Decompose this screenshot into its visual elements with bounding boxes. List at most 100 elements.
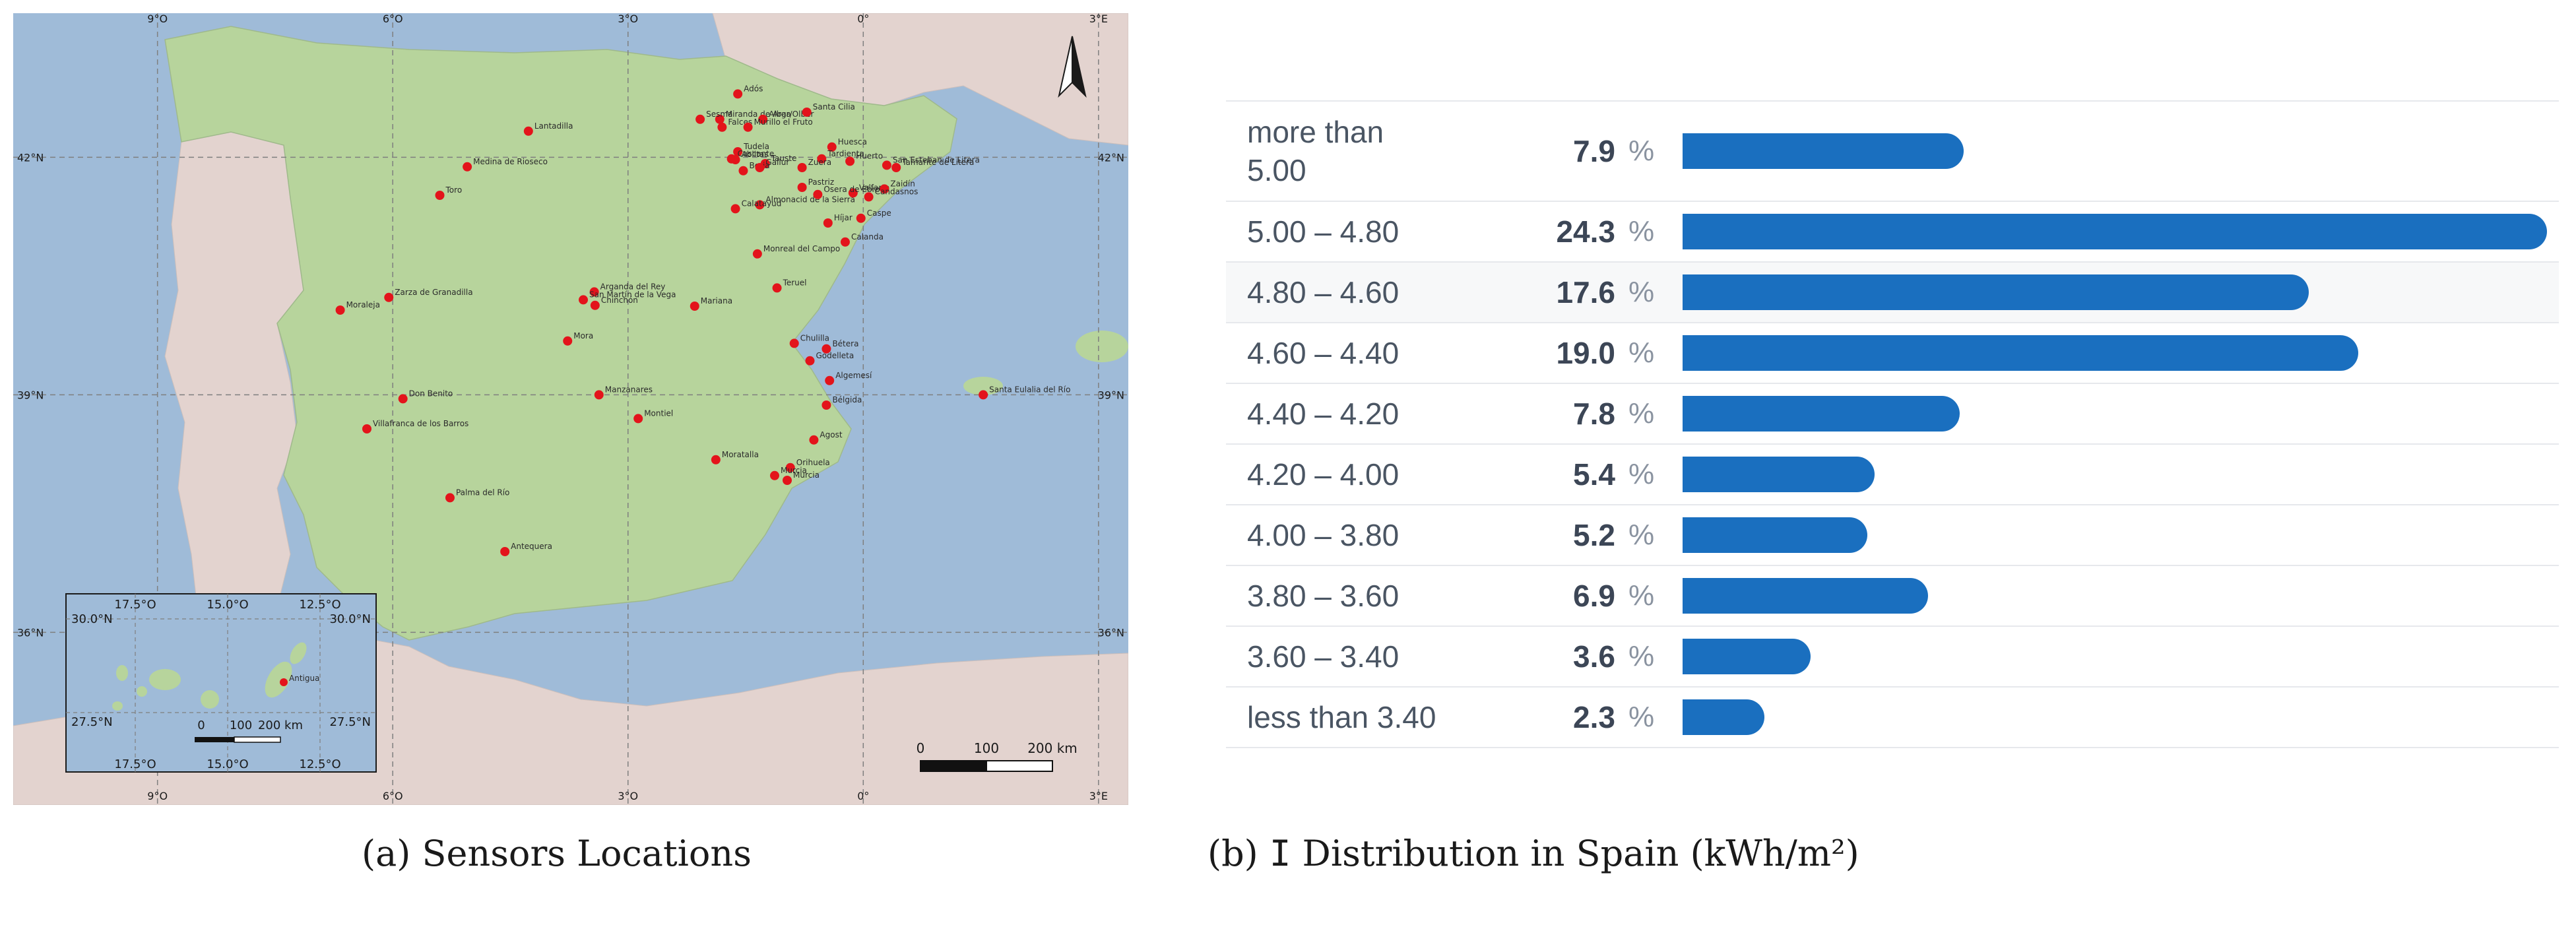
percent-sign: % bbox=[1628, 135, 1655, 167]
sensor-label: Villafranca de los Barros bbox=[373, 419, 468, 428]
sensor-label: Almonacid de la Sierra bbox=[765, 195, 855, 204]
lat-tick-label: 36°N bbox=[17, 626, 44, 639]
sensor-label: Huerto bbox=[856, 151, 883, 160]
sensor-label: Calatayud bbox=[742, 199, 782, 208]
sensor-point bbox=[891, 163, 901, 172]
sensor-label: Godelleta bbox=[816, 351, 854, 360]
sensor-point bbox=[711, 455, 721, 464]
sensor-label: Huesca bbox=[838, 137, 867, 146]
scale-label-0: 0 bbox=[917, 740, 925, 756]
percent-sign: % bbox=[1628, 397, 1655, 430]
sensor-point bbox=[717, 122, 727, 132]
scale-label-200km: 200 km bbox=[1027, 740, 1078, 756]
inset-lon-tick-17-5-top: 17.5°O bbox=[114, 598, 156, 612]
sensor-label: San Martín de la Vega bbox=[589, 290, 676, 299]
fuerteventura-island bbox=[265, 661, 292, 698]
sensor-point bbox=[743, 122, 753, 132]
el-hierro-island bbox=[112, 701, 123, 711]
distribution-bar bbox=[1683, 396, 1960, 432]
sensor-label-antigua: Antigua bbox=[289, 674, 319, 683]
sensor-point bbox=[758, 114, 768, 124]
sensor-label: Don Benito bbox=[409, 389, 453, 398]
sensor-point bbox=[817, 154, 827, 164]
sensor-label: Tamarite de Litera bbox=[901, 158, 974, 167]
distribution-bar bbox=[1683, 457, 1875, 492]
sensor-point bbox=[738, 166, 748, 176]
sensor-label: Chinchón bbox=[601, 296, 638, 305]
lanzarote-island bbox=[290, 642, 307, 664]
la-gomera-island bbox=[137, 686, 147, 697]
percent-sign: % bbox=[1628, 701, 1655, 733]
scale-label-100: 100 bbox=[974, 740, 999, 756]
sensor-point bbox=[823, 218, 833, 228]
sensor-label: Adós bbox=[744, 84, 763, 93]
sensor-point bbox=[589, 287, 599, 297]
la-palma-island bbox=[116, 665, 128, 681]
inset-scale-label-0: 0 bbox=[197, 719, 205, 732]
sensor-point-antigua bbox=[280, 678, 288, 686]
sensor-point bbox=[825, 375, 835, 385]
range-label: 3.80 – 3.60 bbox=[1247, 579, 1400, 613]
sensor-point bbox=[840, 237, 850, 247]
spain-landmass bbox=[164, 26, 957, 641]
range-label: 5.00 – 4.80 bbox=[1247, 214, 1400, 249]
distribution-row: 4.60 – 4.40 19.0% bbox=[1226, 322, 2559, 383]
distribution-row: 4.20 – 4.00 5.4% bbox=[1226, 443, 2559, 504]
sensor-label: Palma del Río bbox=[456, 488, 509, 497]
sensor-point bbox=[463, 162, 472, 172]
bar-track bbox=[1683, 457, 2547, 492]
sensor-point bbox=[733, 89, 743, 99]
distribution-row: 5.00 – 4.80 24.3% bbox=[1226, 201, 2559, 261]
sensor-point bbox=[752, 249, 762, 259]
distribution-bar bbox=[1683, 214, 2547, 249]
sensor-label: Híjar bbox=[834, 213, 853, 222]
sensor-label: Cascante bbox=[738, 149, 775, 158]
sensor-label: Ablitas bbox=[742, 150, 769, 159]
sensor-label: Chulilla bbox=[800, 333, 829, 342]
distribution-row: less than 3.40 2.3% bbox=[1226, 686, 2559, 747]
sensor-label: Arganda del Rey bbox=[600, 282, 666, 291]
sensor-label: Orihuela bbox=[796, 458, 830, 467]
sensor-label: Pastriz bbox=[808, 177, 835, 187]
sensor-label: Manzanares bbox=[605, 385, 653, 394]
percentage-value: 6.9 bbox=[1573, 579, 1615, 613]
canary-inset: Antigua 17.5°O 15.0°O 12.5°O 17.5°O 15.0… bbox=[65, 593, 377, 773]
sensor-location-map: 9°O 9°O 6°O 6°O 3°O 3°O 0° 0° 3°E 3°E 42°N 42°N 39°N… bbox=[13, 13, 1128, 805]
lon-tick-label: 6°O bbox=[383, 13, 403, 25]
range-label: 4.80 – 4.60 bbox=[1247, 275, 1400, 309]
sensor-label: Moraleja bbox=[346, 300, 380, 309]
inset-scale-label-200km: 200 km bbox=[258, 719, 303, 732]
range-label: less than 3.40 bbox=[1247, 700, 1436, 734]
sensor-label: Murillo el Fruto bbox=[754, 117, 813, 127]
sensor-point bbox=[730, 204, 740, 214]
range-label: 4.20 – 4.00 bbox=[1247, 457, 1400, 492]
inset-lon-tick-15-0-top: 15.0°O bbox=[207, 598, 248, 612]
sensor-label: Sesma bbox=[706, 110, 732, 119]
sensor-point bbox=[809, 435, 819, 445]
lon-tick-label: 3°O bbox=[618, 13, 638, 25]
lon-tick-label: 0° bbox=[857, 790, 869, 802]
distribution-bar bbox=[1683, 517, 1868, 553]
sensor-label: Candasnos bbox=[875, 187, 918, 196]
inset-lat-tick-27-5-right: 27.5°N bbox=[329, 715, 371, 729]
range-label: 4.40 – 4.20 bbox=[1247, 397, 1400, 431]
sensor-point bbox=[579, 295, 589, 305]
lat-tick-label: 36°N bbox=[1098, 626, 1124, 639]
sensor-label: Algemesí bbox=[835, 371, 872, 380]
sensor-label: Teruel bbox=[783, 278, 807, 287]
sensor-label: Agost bbox=[820, 430, 842, 439]
sensor-point bbox=[848, 188, 858, 198]
sensor-point bbox=[802, 108, 812, 117]
bar-track bbox=[1683, 133, 2547, 169]
bar-track bbox=[1683, 396, 2547, 432]
distribution-row: 4.40 – 4.20 7.8% bbox=[1226, 383, 2559, 443]
distribution-bar bbox=[1683, 133, 1964, 169]
distribution-bar bbox=[1683, 699, 1764, 735]
ibiza-island bbox=[963, 377, 1003, 395]
bar-track bbox=[1683, 274, 2547, 310]
sensor-label: Moratalla bbox=[722, 450, 759, 459]
sensor-label: Bétera bbox=[832, 339, 858, 348]
percentage-value: 7.9 bbox=[1573, 134, 1615, 168]
inset-scale-white bbox=[234, 736, 281, 743]
